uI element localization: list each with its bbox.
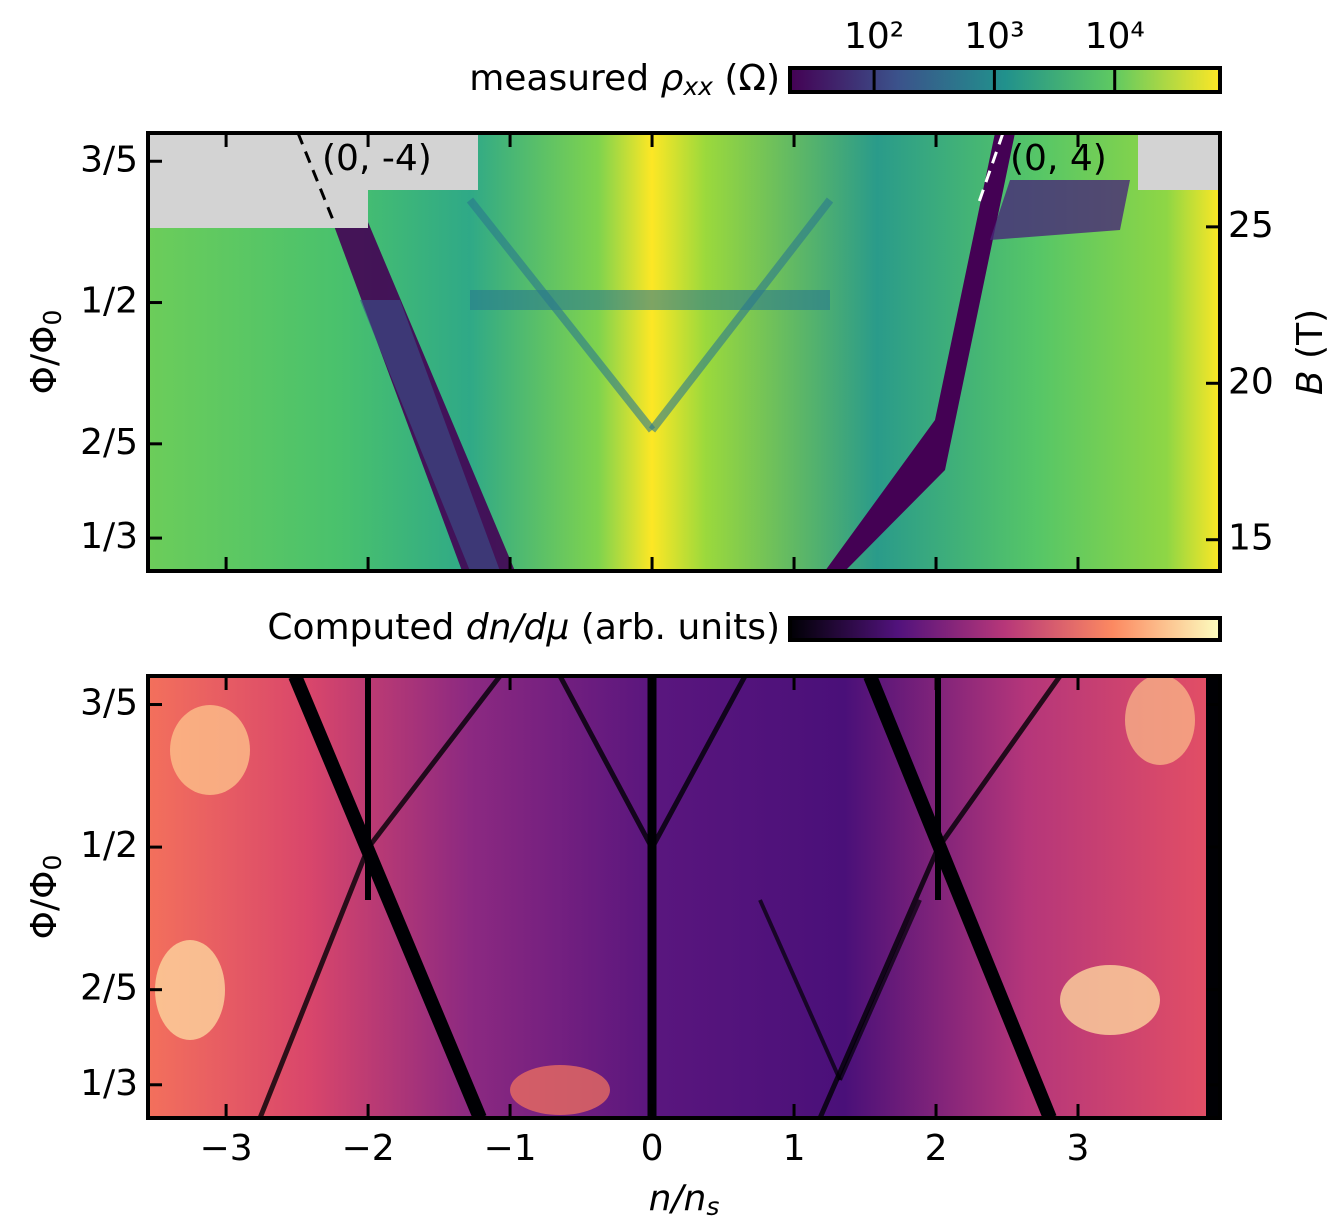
plot-frame xyxy=(146,674,1222,1120)
y-tick-label: 3/5 xyxy=(80,683,138,724)
x-tick-label: −3 xyxy=(200,1128,253,1169)
y-tick-label: 3/5 xyxy=(80,139,138,180)
label-part: B xyxy=(1290,370,1331,395)
label-part: Computed xyxy=(267,607,465,648)
label: Φ/Φ0 xyxy=(24,310,67,395)
label-part: Φ/Φ xyxy=(24,871,65,940)
label: Computed dn/dμ (arb. units) xyxy=(267,607,780,648)
y-tick-label: 1/3 xyxy=(80,1063,138,1104)
y2-tick-label: 25 xyxy=(1228,205,1274,246)
x-tick-label: 3 xyxy=(1067,1128,1090,1169)
y-tick-label: 2/5 xyxy=(80,422,138,463)
colorbar-tick-label: 10³ xyxy=(964,16,1024,57)
label: measured ρxx (Ω) xyxy=(469,58,780,101)
y2-tick-label: 15 xyxy=(1228,518,1274,559)
label-part: (arb. units) xyxy=(569,607,780,648)
x-tick-label: 0 xyxy=(641,1128,664,1169)
annotation: (0, 4) xyxy=(1010,138,1107,179)
y-tick-label: 1/2 xyxy=(80,825,138,866)
label: n/ns xyxy=(649,1178,720,1221)
plot-frame xyxy=(146,131,1222,573)
colorbar xyxy=(788,66,1222,94)
y-tick-label: 1/2 xyxy=(80,281,138,322)
label-part: 0 xyxy=(38,855,67,871)
label: B (T) xyxy=(1290,309,1331,395)
x-tick-label: 1 xyxy=(783,1128,806,1169)
y-tick-label: 2/5 xyxy=(80,968,138,1009)
colorbar xyxy=(788,616,1222,642)
label: Φ/Φ0 xyxy=(24,855,67,940)
label-part: xx xyxy=(682,72,713,101)
x-tick-label: −2 xyxy=(342,1128,395,1169)
label-part: ρ xyxy=(661,58,684,99)
label-part: (T) xyxy=(1290,309,1331,371)
label-part: Φ/Φ xyxy=(24,326,65,395)
colorbar-tick-label: 10⁴ xyxy=(1085,16,1145,57)
label-part: (Ω) xyxy=(713,58,780,99)
colorbar-tick-label: 10² xyxy=(844,16,904,57)
y-tick-label: 1/3 xyxy=(80,516,138,557)
annotation: (0, -4) xyxy=(322,138,432,179)
label-part: n/n xyxy=(649,1178,707,1219)
heatmap-image xyxy=(148,133,1220,571)
label-part: dn/dμ xyxy=(466,607,570,648)
label-part: 0 xyxy=(38,310,67,326)
label-part: measured xyxy=(469,58,660,99)
x-tick-label: 2 xyxy=(925,1128,948,1169)
x-tick-label: −1 xyxy=(484,1128,537,1169)
label-part: s xyxy=(706,1192,719,1221)
y2-tick-label: 20 xyxy=(1228,361,1274,402)
heatmap-image xyxy=(148,676,1220,1118)
